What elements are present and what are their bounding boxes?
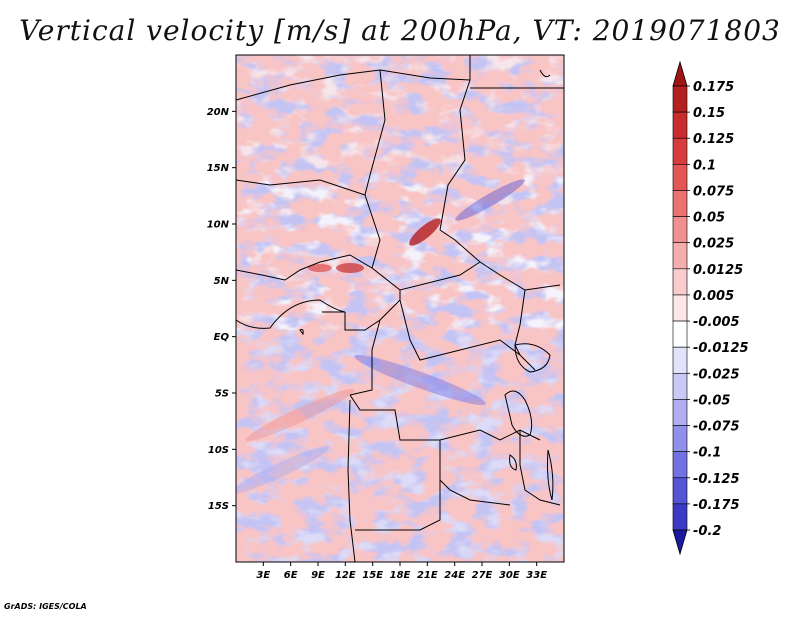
- colorbar-label: -0.125: [693, 472, 740, 487]
- lon-tick-label: 9E: [311, 570, 325, 581]
- colorbar-segment: [672, 399, 688, 426]
- vertical-velocity-field: [236, 55, 564, 562]
- colorbar-label: -0.0125: [693, 341, 749, 356]
- colorbar-segment: [672, 503, 688, 531]
- lat-tick-label: 15S: [208, 501, 229, 512]
- colorbar-segment: [672, 137, 688, 165]
- colorbar-label: -0.05: [693, 393, 730, 408]
- country-borders: [235, 55, 564, 563]
- colorbar-segment: [672, 85, 688, 113]
- colorbar: 0.175 0.15 0.125 0.1 0.075 0.05 0.025 0.0125 0.0…: [672, 60, 749, 556]
- colorbar-label: 0.125: [693, 132, 734, 147]
- colorbar-segment: [672, 164, 688, 191]
- lon-tick-label: 21E: [417, 570, 438, 581]
- colorbar-segment: [672, 477, 688, 505]
- colorbar-segment: [672, 216, 688, 244]
- lon-tick-label: 30E: [499, 570, 520, 581]
- colorbar-label: -0.175: [693, 498, 740, 513]
- colorbar-label: 0.075: [693, 184, 734, 199]
- lat-tick-label: 5S: [215, 389, 229, 400]
- longitude-axis: 3E 6E 9E 12E 15E 18E 21E 24E 27E 30E 33E: [256, 562, 547, 581]
- colorbar-label: 0.15: [693, 106, 725, 121]
- lat-tick-label: 20N: [207, 107, 230, 118]
- colorbar-segment: [672, 320, 688, 348]
- lon-tick-label: 24E: [444, 570, 465, 581]
- colorbar-segment: [672, 294, 688, 322]
- colorbar-segment: [672, 268, 688, 296]
- colorbar-segment: [672, 451, 688, 479]
- colorbar-segment: [672, 346, 688, 374]
- map-title: Vertical velocity [m/s] at 200hPa, VT: 2…: [19, 14, 781, 47]
- lon-tick-label: 3E: [256, 570, 270, 581]
- colorbar-label: 0.05: [693, 211, 725, 226]
- colorbar-bottom-arrow: [672, 529, 688, 556]
- lon-tick-label: 27E: [472, 570, 493, 581]
- colorbar-label: 0.025: [693, 237, 734, 252]
- colorbar-label: 0.0125: [693, 263, 743, 278]
- colorbar-segment: [672, 190, 688, 217]
- lat-tick-label: 15N: [207, 163, 230, 174]
- lat-tick-label: 10S: [208, 445, 229, 456]
- lat-tick-label: EQ: [214, 332, 230, 343]
- lon-tick-label: 6E: [284, 570, 298, 581]
- lon-tick-label: 12E: [335, 570, 356, 581]
- colorbar-label: 0.005: [693, 289, 734, 304]
- colorbar-segment: [672, 425, 688, 452]
- colorbar-segment: [672, 372, 688, 400]
- colorbar-label: -0.005: [693, 315, 740, 330]
- lon-tick-label: 18E: [390, 570, 411, 581]
- colorbar-label: 0.175: [693, 80, 734, 95]
- colorbar-segment: [672, 242, 688, 270]
- latitude-axis: 20N 15N 10N 5N EQ 5S 10S 15S: [207, 107, 236, 512]
- colorbar-label: 0.1: [693, 158, 716, 173]
- colorbar-label: -0.025: [693, 367, 740, 382]
- colorbar-top-arrow: [672, 60, 688, 87]
- lat-tick-label: 10N: [207, 220, 230, 231]
- lon-tick-label: 15E: [362, 570, 383, 581]
- colorbar-label: -0.2: [693, 524, 721, 539]
- lat-tick-label: 5N: [214, 276, 230, 287]
- colorbar-segment: [672, 111, 688, 139]
- colorbar-label: -0.075: [693, 420, 740, 435]
- lon-tick-label: 33E: [526, 570, 547, 581]
- colorbar-label: -0.1: [693, 446, 721, 461]
- grads-credit: GrADS: IGES/COLA: [4, 602, 87, 611]
